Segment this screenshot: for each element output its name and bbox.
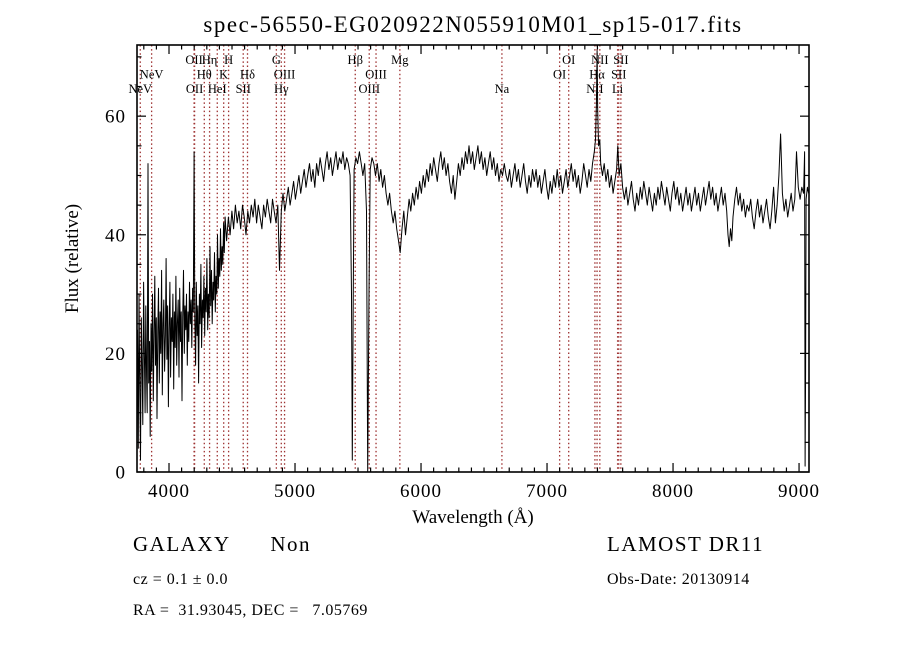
svg-text:5000: 5000: [274, 481, 316, 502]
svg-text:NeV: NeV: [128, 82, 152, 96]
svg-text:40: 40: [105, 225, 126, 246]
svg-text:Hθ: Hθ: [197, 68, 212, 82]
survey-label: LAMOST DR11: [607, 532, 765, 556]
classification-label: GALAXY Non: [133, 532, 312, 556]
spectral-line-markers: [139, 45, 622, 472]
svg-text:9000: 9000: [778, 481, 820, 502]
svg-text:Hβ: Hβ: [348, 53, 363, 67]
svg-text:OII: OII: [186, 82, 203, 96]
spectral-line-labels: NeVNeVOIIOIIHθHηHeIKHSIIHδGHγOIIIHβOIIIO…: [128, 53, 628, 96]
plot-frame: [136, 44, 810, 473]
svg-text:OIII: OIII: [358, 82, 380, 96]
y-axis-label: Flux (relative): [62, 204, 83, 313]
svg-text:Hγ: Hγ: [274, 82, 289, 96]
svg-text:G: G: [272, 53, 281, 67]
svg-text:Li: Li: [612, 82, 624, 96]
svg-text:20: 20: [105, 344, 126, 365]
svg-text:OII: OII: [185, 53, 202, 67]
svg-text:0: 0: [116, 463, 127, 484]
svg-text:OI: OI: [553, 68, 566, 82]
svg-text:K: K: [219, 68, 228, 82]
svg-text:6000: 6000: [400, 481, 442, 502]
cz-value: cz = 0.1 ± 0.0: [133, 571, 229, 588]
svg-text:7000: 7000: [526, 481, 568, 502]
svg-text:OI: OI: [562, 53, 575, 67]
x-axis-ticks: 4000 5000 6000 7000 8000 9000: [143, 45, 820, 502]
svg-text:Wavelength (Å): Wavelength (Å): [412, 507, 533, 528]
svg-text:60: 60: [105, 107, 126, 128]
svg-text:Flux (relative): Flux (relative): [62, 204, 83, 313]
ra-dec-value: RA = 31.93045, DEC = 7.05769: [133, 602, 368, 619]
svg-text:H: H: [224, 53, 233, 67]
y-axis-ticks: 0 20 40 60: [105, 56, 809, 484]
svg-text:Hδ: Hδ: [240, 68, 255, 82]
svg-text:NII: NII: [586, 82, 603, 96]
plot-title: spec-56550-EG020922N055910M01_sp15-017.f…: [203, 12, 743, 37]
svg-text:OIII: OIII: [365, 68, 387, 82]
spectrum-line: [137, 50, 810, 473]
svg-text:Mg: Mg: [391, 53, 409, 67]
svg-text:4000: 4000: [148, 481, 190, 502]
svg-text:SII: SII: [613, 53, 628, 67]
svg-text:HeI: HeI: [208, 82, 227, 96]
svg-text:NII: NII: [591, 53, 608, 67]
svg-text:8000: 8000: [652, 481, 694, 502]
spectrum-trace: [137, 50, 810, 473]
svg-text:Na: Na: [495, 82, 510, 96]
x-axis-label: Wavelength (Å): [412, 507, 533, 528]
svg-text:OIII: OIII: [274, 68, 296, 82]
svg-text:SII: SII: [611, 68, 626, 82]
svg-text:SII: SII: [236, 82, 251, 96]
obs-date-value: Obs-Date: 20130914: [607, 571, 750, 588]
svg-text:Hη: Hη: [202, 53, 218, 67]
svg-text:NeV: NeV: [140, 68, 164, 82]
svg-text:Hα: Hα: [589, 68, 605, 82]
